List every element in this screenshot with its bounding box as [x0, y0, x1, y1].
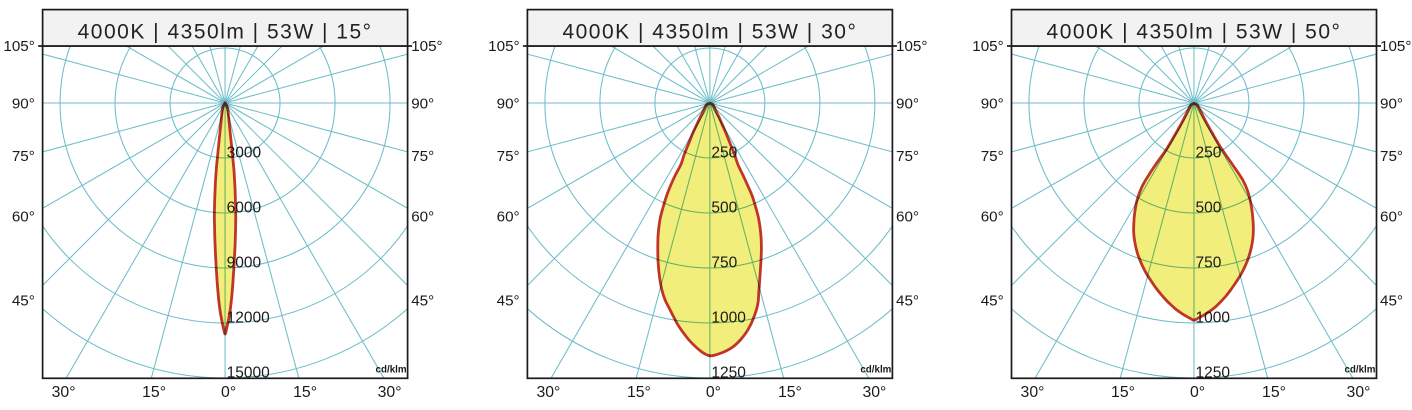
svg-text:30°: 30° — [378, 384, 402, 401]
svg-text:45°: 45° — [896, 292, 919, 309]
svg-text:45°: 45° — [497, 292, 520, 309]
svg-text:6000: 6000 — [227, 199, 262, 216]
svg-text:4000K | 4350lm | 53W | 50°: 4000K | 4350lm | 53W | 50° — [1047, 21, 1342, 44]
svg-text:60°: 60° — [1380, 208, 1403, 225]
svg-text:15°: 15° — [1262, 384, 1286, 401]
svg-text:105°: 105° — [972, 38, 1003, 55]
svg-text:12000: 12000 — [227, 309, 270, 326]
svg-text:105°: 105° — [1380, 38, 1411, 55]
svg-text:0°: 0° — [706, 384, 721, 401]
svg-text:90°: 90° — [12, 95, 35, 112]
svg-text:75°: 75° — [411, 148, 434, 165]
svg-text:1000: 1000 — [711, 309, 746, 326]
svg-text:60°: 60° — [981, 208, 1004, 225]
svg-text:cd/klm: cd/klm — [376, 365, 407, 376]
svg-text:750: 750 — [711, 254, 737, 271]
svg-text:75°: 75° — [497, 148, 520, 165]
svg-text:30°: 30° — [862, 384, 886, 401]
svg-text:1250: 1250 — [1196, 364, 1231, 381]
svg-text:75°: 75° — [981, 148, 1004, 165]
svg-text:60°: 60° — [12, 208, 35, 225]
svg-text:4000K | 4350lm | 53W | 15°: 4000K | 4350lm | 53W | 15° — [78, 21, 373, 44]
svg-text:60°: 60° — [497, 208, 520, 225]
svg-text:45°: 45° — [411, 292, 434, 309]
svg-text:0°: 0° — [221, 384, 236, 401]
svg-text:30°: 30° — [1347, 384, 1371, 401]
svg-text:cd/klm: cd/klm — [1344, 365, 1375, 376]
svg-text:cd/klm: cd/klm — [860, 365, 891, 376]
svg-text:15°: 15° — [627, 384, 651, 401]
svg-text:90°: 90° — [497, 95, 520, 112]
svg-text:750: 750 — [1196, 254, 1222, 271]
svg-text:105°: 105° — [3, 38, 34, 55]
svg-text:45°: 45° — [1380, 292, 1403, 309]
svg-text:15000: 15000 — [227, 364, 270, 381]
svg-text:250: 250 — [711, 144, 737, 161]
svg-text:3000: 3000 — [227, 144, 262, 161]
svg-text:0°: 0° — [1190, 384, 1205, 401]
svg-text:90°: 90° — [981, 95, 1004, 112]
svg-text:45°: 45° — [981, 292, 1004, 309]
svg-text:30°: 30° — [52, 384, 76, 401]
svg-text:30°: 30° — [536, 384, 560, 401]
svg-text:90°: 90° — [896, 95, 919, 112]
svg-text:105°: 105° — [896, 38, 927, 55]
svg-text:500: 500 — [711, 199, 737, 216]
svg-text:105°: 105° — [411, 38, 442, 55]
svg-text:15°: 15° — [778, 384, 802, 401]
svg-text:4000K | 4350lm | 53W | 30°: 4000K | 4350lm | 53W | 30° — [562, 21, 857, 44]
svg-text:105°: 105° — [488, 38, 519, 55]
svg-text:75°: 75° — [12, 148, 35, 165]
svg-text:15°: 15° — [142, 384, 166, 401]
svg-text:75°: 75° — [1380, 148, 1403, 165]
svg-text:30°: 30° — [1021, 384, 1045, 401]
svg-text:9000: 9000 — [227, 254, 262, 271]
svg-text:15°: 15° — [1111, 384, 1135, 401]
svg-text:500: 500 — [1196, 199, 1222, 216]
svg-text:45°: 45° — [12, 292, 35, 309]
svg-text:75°: 75° — [896, 148, 919, 165]
svg-text:90°: 90° — [1380, 95, 1403, 112]
svg-text:250: 250 — [1196, 144, 1222, 161]
svg-text:90°: 90° — [411, 95, 434, 112]
svg-text:1000: 1000 — [1196, 309, 1231, 326]
svg-text:15°: 15° — [293, 384, 317, 401]
svg-text:60°: 60° — [896, 208, 919, 225]
svg-text:1250: 1250 — [711, 364, 746, 381]
svg-text:60°: 60° — [411, 208, 434, 225]
